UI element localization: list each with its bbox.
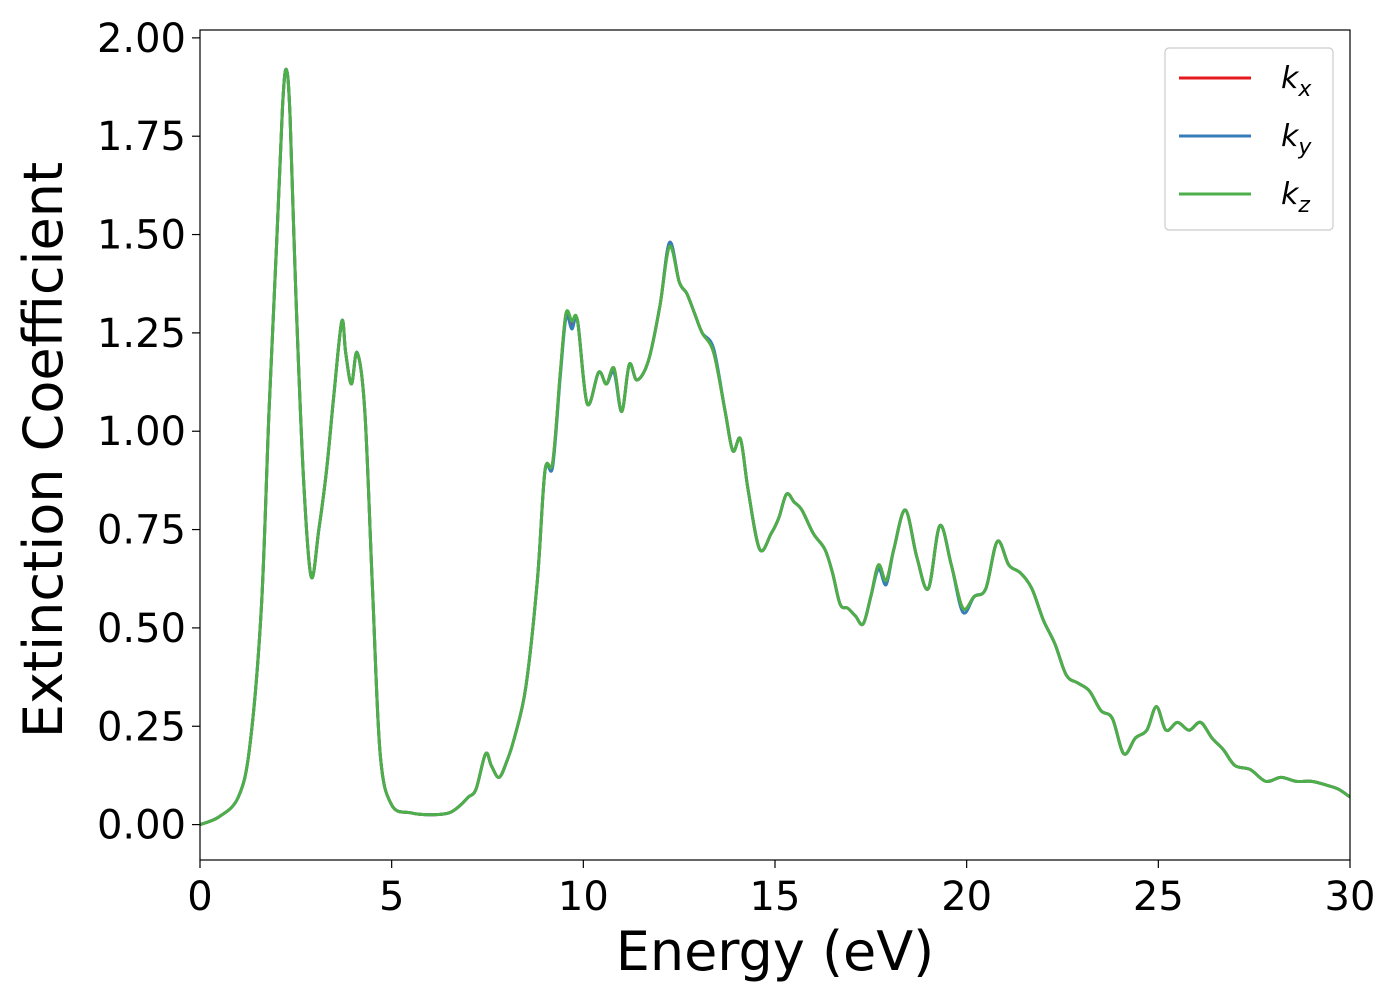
x-tick-label: 20: [941, 874, 992, 920]
legend-label-kx: kx: [1281, 61, 1312, 102]
y-tick-label: 1.50: [97, 213, 186, 259]
legend-box: [1164, 47, 1334, 231]
legend: kx ky kz: [1164, 47, 1334, 231]
x-tick-label: 10: [558, 874, 609, 920]
x-axis-label: Energy (eV): [616, 920, 935, 983]
y-tick-label: 1.00: [97, 409, 186, 455]
series-layer: [200, 67, 1350, 827]
series-line-k-z: [200, 67, 1350, 827]
x-tick-label: 5: [379, 874, 404, 920]
y-tick-label: 1.25: [97, 311, 186, 357]
legend-label-ky: ky: [1281, 119, 1312, 160]
y-tick-label: 2.00: [97, 16, 186, 62]
legend-items: kx ky kz: [1179, 61, 1312, 218]
y-tick-label: 0.00: [97, 803, 186, 849]
y-axis-ticks: 0.00 0.25 0.50 0.75 1.00 1.25 1.50 1.75 2.00: [97, 16, 200, 849]
x-axis-ticks: 0 5 10 15 20 25 30: [187, 860, 1375, 920]
y-tick-label: 0.25: [97, 704, 186, 750]
legend-label-kz: kz: [1281, 177, 1310, 218]
y-tick-label: 0.50: [97, 606, 186, 652]
x-tick-label: 30: [1325, 874, 1376, 920]
y-axis-label: Extinction Coefficient: [12, 162, 75, 738]
x-tick-label: 0: [187, 874, 212, 920]
y-tick-label: 0.75: [97, 508, 186, 554]
x-tick-label: 15: [750, 874, 801, 920]
x-tick-label: 25: [1133, 874, 1184, 920]
y-tick-label: 1.75: [97, 114, 186, 160]
